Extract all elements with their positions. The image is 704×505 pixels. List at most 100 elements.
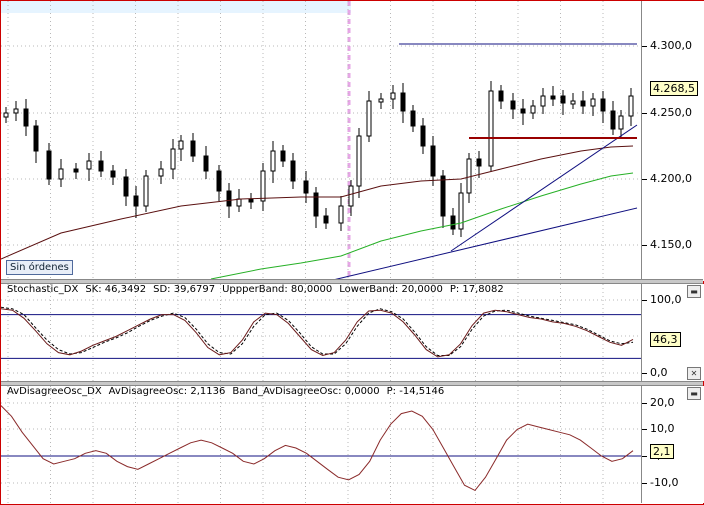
candle-body: [570, 100, 576, 105]
candle-body: [226, 190, 232, 207]
stochastic-param: SK: 46,3492: [85, 284, 147, 295]
candle-body: [450, 215, 456, 230]
candle-body: [560, 95, 566, 104]
candle-body: [540, 95, 546, 107]
candle-body: [236, 198, 242, 207]
tick-mark: [642, 46, 647, 47]
candle-body: [313, 192, 319, 217]
candle-body: [270, 150, 276, 172]
tick-mark: [642, 373, 647, 374]
stochastic-chart: [1, 284, 641, 381]
stochastic-panel[interactable]: Stochastic_DX SK: 46,3492 SD: 39,6797 Upppe…: [1, 284, 641, 381]
minimize-icon[interactable]: ▬: [687, 285, 701, 298]
candle-body: [520, 108, 526, 114]
candle-body: [410, 110, 416, 127]
candle-body: [133, 195, 139, 207]
candle-body: [390, 92, 396, 100]
panel-splitter[interactable]: [1, 279, 703, 284]
avdisagree-current-value: 2,1: [650, 444, 674, 459]
tick-mark: [642, 403, 647, 404]
candle-body: [440, 175, 446, 217]
candle-body: [158, 168, 164, 177]
avdisagree-title: AvDisagreeOsc_DX: [7, 386, 102, 397]
stochastic-param: P: 17,8082: [449, 284, 504, 295]
candle-body: [590, 98, 596, 107]
candle-body: [323, 215, 329, 224]
candle-body: [290, 160, 296, 182]
avdisagree-title-bar: AvDisagreeOsc_DX AvDisagreeOsc: 2,1136 Ban…: [7, 386, 451, 397]
avdisagree-chart: [1, 386, 641, 503]
candle-body: [476, 158, 482, 167]
stochastic-param: LowerBand: 20,0000: [339, 284, 443, 295]
candle-body: [303, 180, 309, 194]
candle-body: [338, 205, 344, 224]
candle-body: [366, 100, 372, 137]
avdisagree-param: P: -14,5146: [386, 386, 445, 397]
candle-body: [530, 105, 536, 114]
stochastic-tick-label: 0,0: [650, 366, 668, 379]
candle-body: [400, 92, 406, 112]
candle-body: [430, 145, 436, 177]
stochastic-current-value: 46,3: [650, 332, 681, 347]
candle-body: [46, 150, 52, 180]
candle-body: [618, 115, 624, 130]
candle-body: [248, 198, 254, 203]
price-tick-label: 4.200,0: [650, 172, 692, 185]
price-tick-label: 4.250,0: [650, 106, 692, 119]
candle-body: [178, 140, 184, 150]
long-moving-average: [1, 145, 634, 260]
tick-mark: [642, 483, 647, 484]
minimize-icon[interactable]: ▬: [687, 387, 701, 400]
candle-body: [33, 125, 39, 152]
avdisagree-tick-label: 20,0: [650, 396, 675, 409]
close-icon[interactable]: ✕: [687, 367, 701, 380]
current-price-label: 4.268,5: [650, 81, 698, 96]
price-chart: [1, 1, 641, 281]
stochastic-title-bar: Stochastic_DX SK: 46,3492 SD: 39,6797 Upppe…: [7, 284, 511, 295]
sd-line: [1, 306, 634, 356]
candle-body: [580, 100, 586, 107]
orders-status-label[interactable]: Sin órdenes: [6, 260, 73, 275]
candle-body: [348, 185, 354, 207]
price-tick-label: 4.300,0: [650, 39, 692, 52]
candle-body: [628, 95, 634, 117]
avdisagree-tick-label: -10,0: [650, 476, 679, 489]
support-trendline: [450, 124, 638, 252]
avdisagree-axis[interactable]: 20,0 10,0 0,0 -10,0 2,1 ▬: [641, 386, 704, 503]
candle-body: [260, 170, 266, 202]
candle-body: [110, 170, 116, 178]
price-panel[interactable]: Sin órdenes: [1, 1, 641, 281]
tick-mark: [642, 113, 647, 114]
candle-body: [123, 176, 129, 197]
candle-body: [203, 155, 209, 172]
price-axis[interactable]: 4.300,0 4.250,0 4.200,0 4.150,0 4.268,5: [641, 1, 704, 281]
stochastic-axis[interactable]: 100,0 0,0 46,3 ▬ ✕: [641, 284, 704, 381]
candle-body: [356, 135, 362, 187]
candle-body: [13, 108, 19, 114]
candle-body: [458, 192, 464, 230]
stochastic-param: UppperBand: 80,0000: [222, 284, 333, 295]
panel-splitter[interactable]: [1, 381, 703, 386]
candle-body: [488, 90, 494, 167]
tick-mark: [642, 179, 647, 180]
long-support-trendline: [332, 207, 638, 281]
candle-body: [498, 90, 504, 102]
candle-body: [98, 160, 104, 172]
selection-band: [1, 1, 351, 13]
stochastic-param: SD: 39,6797: [153, 284, 216, 295]
candle-body: [510, 100, 516, 110]
avdisagree-param: Band_AvDisagreeOsc: 0,0000: [232, 386, 380, 397]
candle-body: [420, 125, 426, 147]
price-tick-label: 4.150,0: [650, 238, 692, 251]
candle-body: [466, 158, 472, 194]
avdisagree-panel[interactable]: AvDisagreeOsc_DX AvDisagreeOsc: 2,1136 Ban…: [1, 386, 641, 503]
tick-mark: [642, 245, 647, 246]
candle-body: [73, 168, 79, 173]
candle-body: [190, 140, 196, 157]
candle-body: [3, 112, 9, 118]
candle-body: [58, 168, 64, 180]
avdisagree-tick-label: 10,0: [650, 422, 675, 435]
avdisagree-line: [1, 405, 634, 492]
candle-body: [600, 98, 606, 112]
